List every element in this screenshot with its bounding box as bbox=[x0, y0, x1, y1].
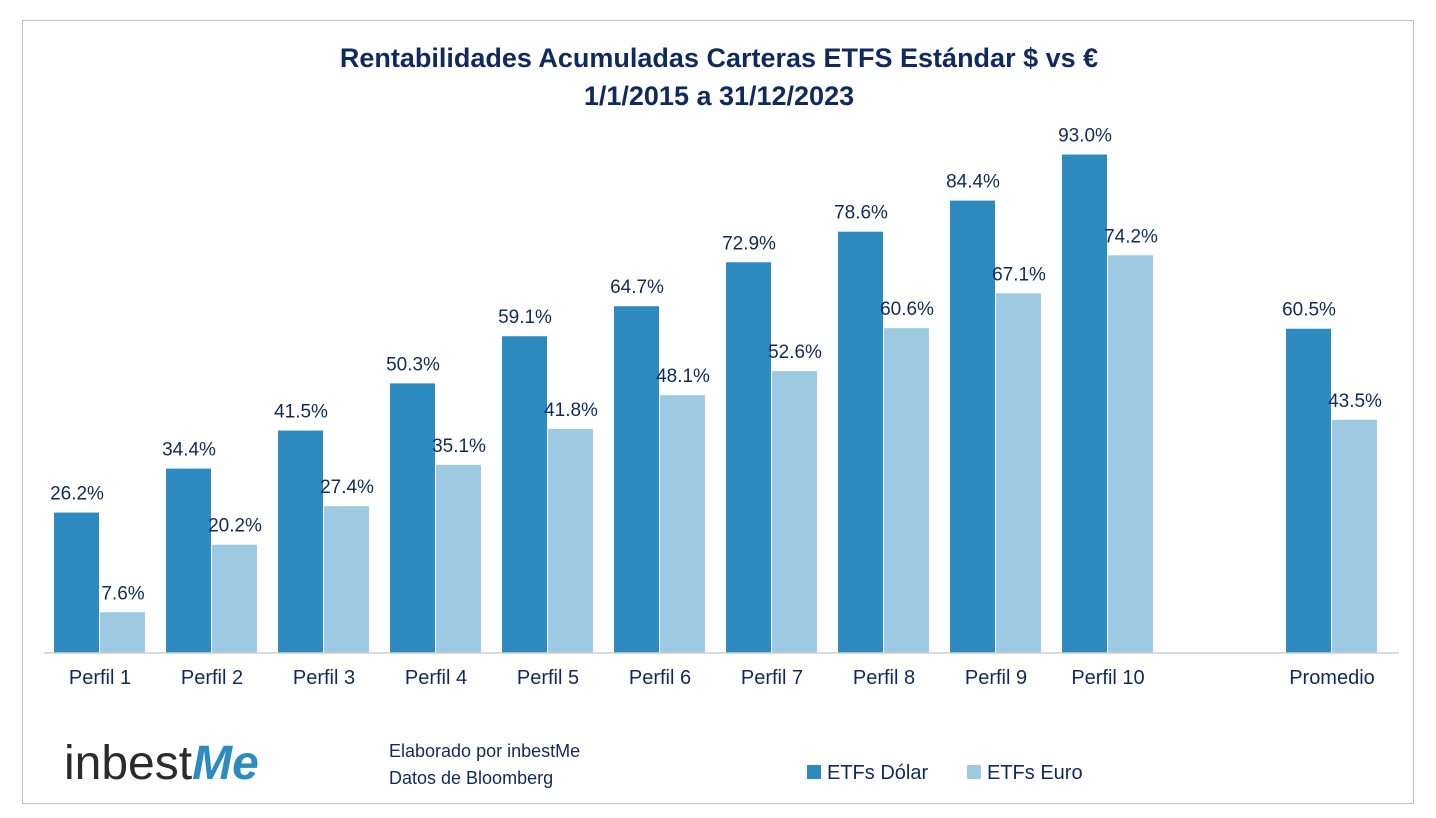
credit-line-source: Datos de Bloomberg bbox=[389, 768, 553, 788]
data-label-dolar-7: 72.9% bbox=[722, 233, 776, 254]
legend: ETFs Dólar ETFs Euro bbox=[807, 762, 1083, 784]
data-label-euro-4: 35.1% bbox=[432, 436, 486, 457]
category-label-6: Perfil 6 bbox=[629, 667, 691, 689]
data-label-dolar-8: 78.6% bbox=[834, 203, 888, 224]
data-label-euro-9: 67.1% bbox=[992, 264, 1046, 285]
category-label-7: Perfil 7 bbox=[741, 667, 803, 689]
chart-canvas: Rentabilidades Acumuladas Carteras ETFS … bbox=[44, 43, 1399, 790]
category-label-9: Perfil 9 bbox=[965, 667, 1027, 689]
bar-euro-2 bbox=[212, 544, 257, 653]
category-label-1: Perfil 1 bbox=[69, 667, 131, 689]
bar-euro-5 bbox=[548, 428, 593, 653]
bar-euro-10 bbox=[1108, 255, 1153, 653]
plot-area: 26.2% 7.6% Perfil 1 34.4% 20.2% Perfil 2 41.5%… bbox=[50, 126, 1382, 689]
bar-dolar-8 bbox=[838, 231, 883, 654]
bar-euro-4 bbox=[436, 464, 481, 653]
credit-line-author: Elaborado por inbestMe bbox=[389, 741, 580, 761]
bar-dolar-12 bbox=[1286, 328, 1331, 653]
bar-dolar-10 bbox=[1062, 154, 1107, 653]
chart-title: Rentabilidades Acumuladas Carteras ETFS … bbox=[340, 43, 1098, 73]
bar-dolar-1 bbox=[54, 512, 99, 653]
bar-euro-7 bbox=[772, 371, 817, 653]
data-label-dolar-4: 50.3% bbox=[386, 354, 440, 375]
data-label-euro-2: 20.2% bbox=[208, 516, 262, 537]
data-label-dolar-2: 34.4% bbox=[162, 440, 216, 461]
data-label-euro-7: 52.6% bbox=[768, 342, 822, 363]
bar-dolar-5 bbox=[502, 336, 547, 653]
category-label-2: Perfil 2 bbox=[181, 667, 243, 689]
bar-euro-1 bbox=[100, 612, 145, 653]
bar-euro-6 bbox=[660, 395, 705, 653]
bar-euro-12 bbox=[1332, 419, 1377, 653]
bar-euro-9 bbox=[996, 293, 1041, 653]
bar-euro-8 bbox=[884, 328, 929, 653]
category-label-5: Perfil 5 bbox=[517, 667, 579, 689]
data-label-dolar-1: 26.2% bbox=[50, 484, 104, 505]
chart-frame: Rentabilidades Acumuladas Carteras ETFS … bbox=[22, 20, 1414, 804]
bar-dolar-4 bbox=[390, 383, 435, 653]
category-label-3: Perfil 3 bbox=[293, 667, 355, 689]
data-label-dolar-12: 60.5% bbox=[1282, 300, 1336, 321]
data-label-euro-1: 7.6% bbox=[101, 583, 144, 604]
legend-swatch-dolar bbox=[807, 765, 821, 779]
data-label-dolar-5: 59.1% bbox=[498, 307, 552, 328]
bar-euro-3 bbox=[324, 506, 369, 653]
data-label-euro-6: 48.1% bbox=[656, 366, 710, 387]
category-label-8: Perfil 8 bbox=[853, 667, 915, 689]
data-label-dolar-3: 41.5% bbox=[274, 402, 328, 423]
data-label-euro-10: 74.2% bbox=[1104, 226, 1158, 247]
legend-label-dolar: ETFs Dólar bbox=[827, 762, 928, 784]
legend-swatch-euro bbox=[967, 765, 981, 779]
category-label-12: Promedio bbox=[1289, 667, 1375, 689]
data-label-dolar-6: 64.7% bbox=[610, 277, 664, 298]
data-label-euro-12: 43.5% bbox=[1328, 391, 1382, 412]
brand-logo-text: inbestMe bbox=[64, 737, 259, 790]
bar-dolar-3 bbox=[278, 430, 323, 653]
data-label-euro-3: 27.4% bbox=[320, 477, 374, 498]
category-label-10: Perfil 10 bbox=[1071, 667, 1144, 689]
chart-subtitle: 1/1/2015 a 31/12/2023 bbox=[584, 81, 854, 111]
legend-label-euro: ETFs Euro bbox=[987, 762, 1083, 784]
data-label-euro-8: 60.6% bbox=[880, 299, 934, 320]
bar-dolar-7 bbox=[726, 262, 771, 653]
brand-logo: inbestMe bbox=[64, 737, 259, 790]
data-label-euro-5: 41.8% bbox=[544, 400, 598, 421]
data-label-dolar-10: 93.0% bbox=[1058, 126, 1112, 147]
bar-dolar-2 bbox=[166, 468, 211, 653]
category-label-4: Perfil 4 bbox=[405, 667, 467, 689]
data-label-dolar-9: 84.4% bbox=[946, 172, 1000, 193]
bar-dolar-6 bbox=[614, 306, 659, 653]
bar-dolar-9 bbox=[950, 200, 995, 653]
